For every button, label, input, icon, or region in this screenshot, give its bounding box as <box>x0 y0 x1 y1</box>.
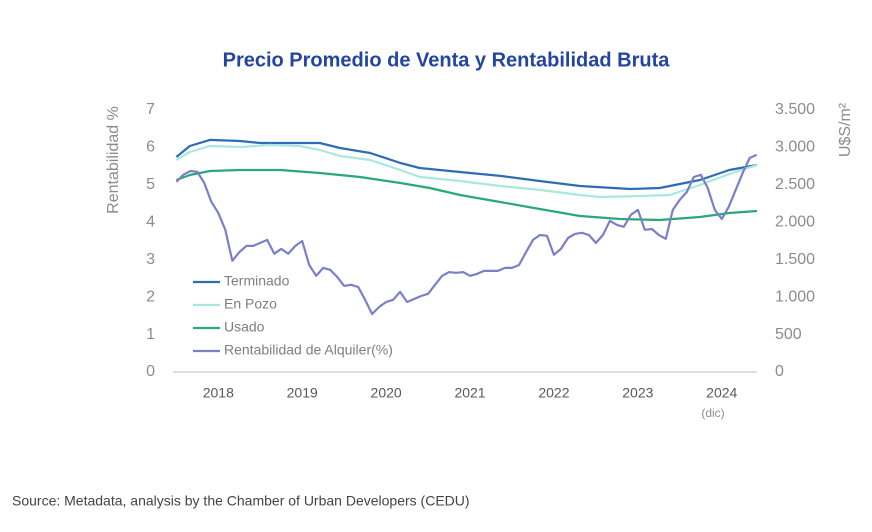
y-tick-label: 5 <box>146 176 155 193</box>
y-tick-label: 0 <box>146 363 155 380</box>
data-line <box>175 153 758 316</box>
x-tick-label: 2018 <box>203 385 234 401</box>
x-tick-label: 2021 <box>454 385 485 401</box>
y-axis-label: Rentabilidad % <box>105 106 122 214</box>
y2-tick-label: 3.000 <box>775 139 815 156</box>
y-tick-label: 1 <box>146 326 155 343</box>
x-tick-label: 2020 <box>371 385 402 401</box>
source-note: Source: Metadata, analysis by the Chambe… <box>12 493 470 509</box>
x-tick-label: 2022 <box>538 385 569 401</box>
y-tick-label: 2 <box>146 288 155 305</box>
legend-label: Rentabilidad de Alquiler(%) <box>224 342 393 358</box>
y2-tick-label: 3.500 <box>775 101 815 118</box>
data-line <box>176 168 758 222</box>
data-line <box>175 143 758 199</box>
y-tick-label: 4 <box>146 214 155 231</box>
x-tick-label: 2023 <box>622 385 653 401</box>
y-tick-label: 6 <box>146 139 155 156</box>
legend-label: Terminado <box>224 273 290 289</box>
legend-label: Usado <box>224 319 265 335</box>
y-tick-label: 7 <box>146 101 155 118</box>
y2-axis-label: U$S/m² <box>837 102 854 157</box>
chart-title: Precio Promedio de Venta y Rentabilidad … <box>223 49 671 71</box>
x-tick-label: 2024 <box>706 385 737 401</box>
y2-tick-label: 2.500 <box>775 176 815 193</box>
legend-label: En Pozo <box>224 296 277 312</box>
y2-tick-label: 2.000 <box>775 214 815 231</box>
y2-tick-label: 1.000 <box>775 288 815 305</box>
y2-tick-label: 0 <box>775 363 784 380</box>
y2-tick-label: 500 <box>775 326 802 343</box>
data-line <box>175 138 758 191</box>
y2-tick-label: 1.500 <box>775 251 815 268</box>
y-tick-label: 3 <box>146 251 155 268</box>
x-tick-label: 2019 <box>287 385 318 401</box>
annotation: (dic) <box>701 406 724 420</box>
